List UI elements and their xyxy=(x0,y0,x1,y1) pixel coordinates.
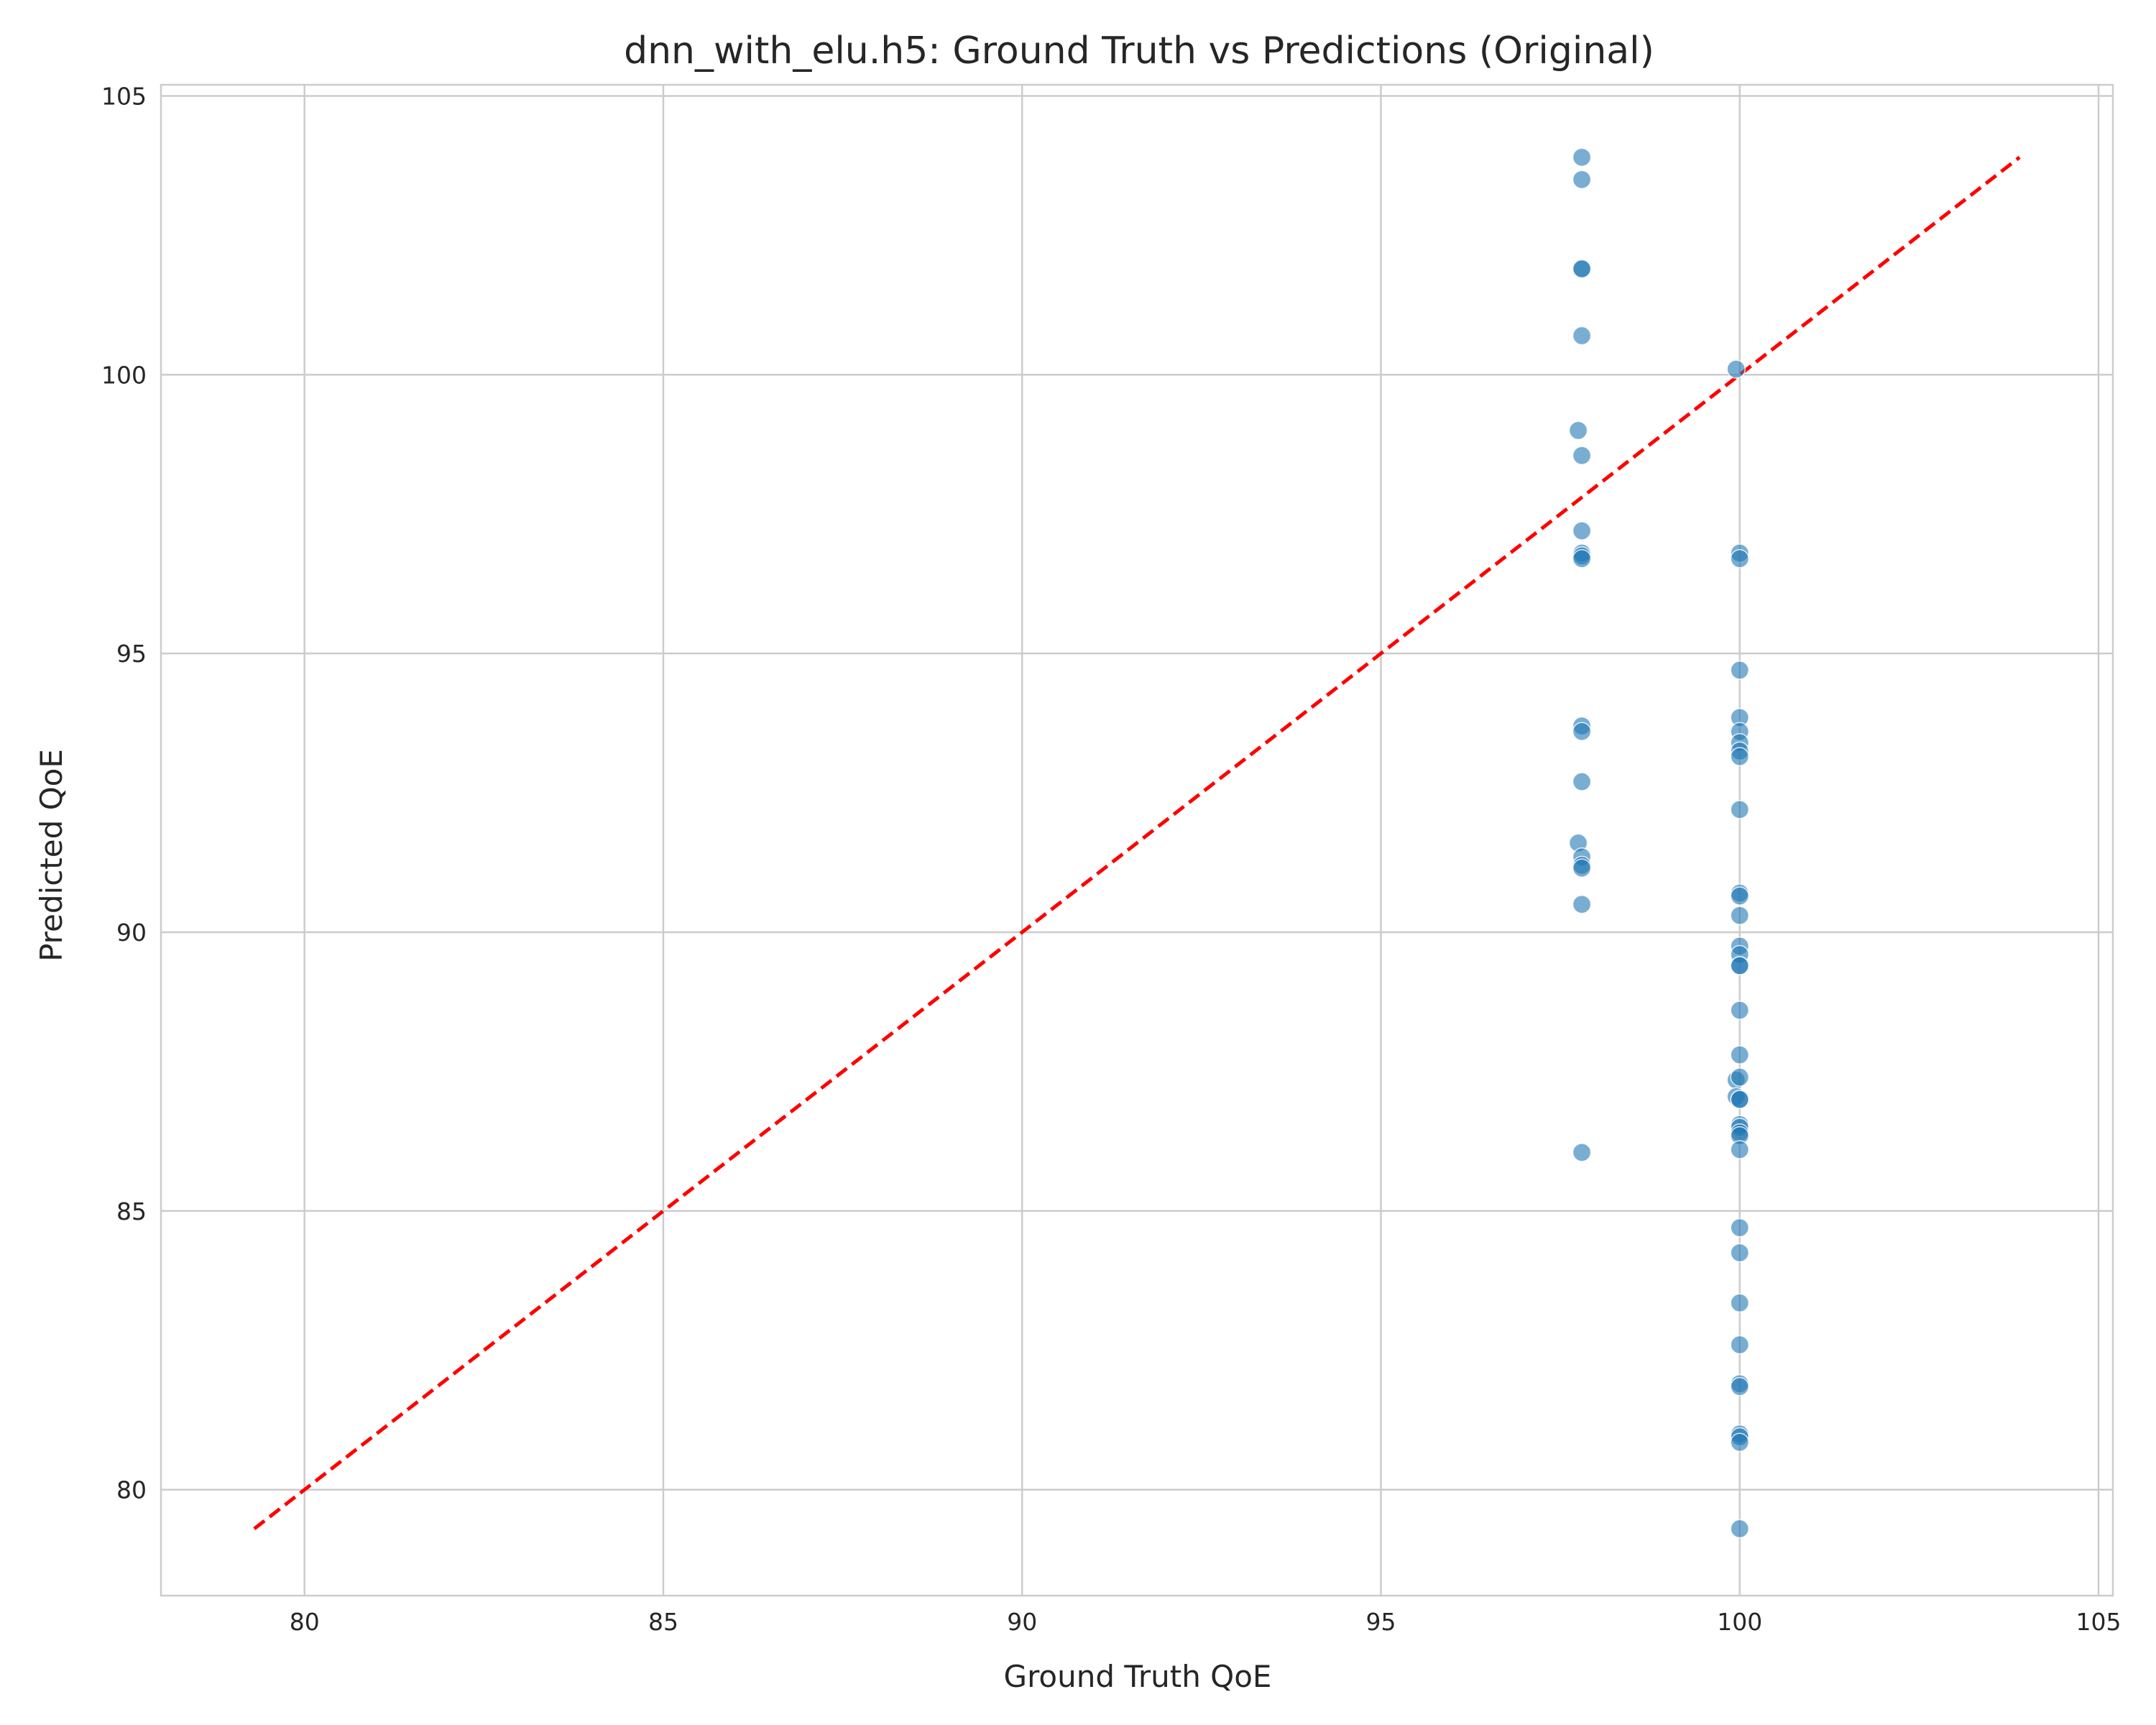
data-point xyxy=(1730,1045,1750,1064)
data-point xyxy=(1572,1143,1592,1162)
y-tick-label: 80 xyxy=(116,1476,147,1504)
y-axis-label: Predicted QoE xyxy=(34,749,69,962)
data-point xyxy=(1730,1090,1750,1109)
x-tick-label: 95 xyxy=(1366,1608,1396,1636)
grid-lines xyxy=(161,85,2113,1596)
data-point xyxy=(1730,747,1750,766)
data-point xyxy=(1730,1140,1750,1159)
x-tick-label: 105 xyxy=(2076,1608,2122,1636)
data-point xyxy=(1726,359,1746,379)
data-point xyxy=(1568,420,1588,441)
data-point xyxy=(1572,170,1592,190)
data-point xyxy=(1730,906,1750,925)
x-axis-label: Ground Truth QoE xyxy=(1004,1659,1272,1694)
y-tick-label: 85 xyxy=(116,1197,147,1225)
data-point xyxy=(1572,326,1592,346)
y-tick-label: 105 xyxy=(101,83,147,111)
data-point xyxy=(1572,858,1592,878)
data-point xyxy=(1572,549,1592,569)
data-point xyxy=(1730,800,1750,819)
y-tick-label: 100 xyxy=(101,361,147,389)
data-point xyxy=(1572,147,1592,167)
data-point xyxy=(1730,1293,1750,1313)
data-point xyxy=(1730,1335,1750,1355)
data-point xyxy=(1730,1218,1750,1238)
data-point xyxy=(1730,1000,1750,1020)
x-tick-label: 90 xyxy=(1007,1608,1037,1636)
plot-area-frame xyxy=(160,83,2114,1597)
data-point xyxy=(1730,1432,1750,1452)
data-point xyxy=(1730,661,1750,680)
chart-title: dnn_with_elu.h5: Ground Truth vs Predict… xyxy=(624,29,1654,73)
data-point xyxy=(1730,1243,1750,1263)
data-point xyxy=(1572,772,1592,791)
data-point xyxy=(1572,894,1592,914)
data-point xyxy=(1730,1376,1750,1397)
data-point xyxy=(1572,521,1592,540)
data-point xyxy=(1730,1067,1750,1087)
data-point xyxy=(1572,722,1592,741)
data-point xyxy=(1730,956,1750,975)
x-tick-label: 100 xyxy=(1717,1608,1762,1636)
x-tick-label: 85 xyxy=(648,1608,678,1636)
data-point xyxy=(1730,1519,1750,1539)
identity-reference-line xyxy=(253,155,2021,1530)
data-point xyxy=(1572,446,1592,466)
data-points xyxy=(1568,147,1750,1539)
x-tick-label: 80 xyxy=(290,1608,320,1636)
data-point xyxy=(1572,259,1592,279)
y-tick-label: 90 xyxy=(116,919,147,947)
data-point xyxy=(1730,549,1750,569)
y-tick-label: 95 xyxy=(116,640,147,668)
data-point xyxy=(1730,886,1750,906)
tick-labels: 80 85 90 95 100 105 80 85 90 95 100 105 xyxy=(101,83,2122,1636)
